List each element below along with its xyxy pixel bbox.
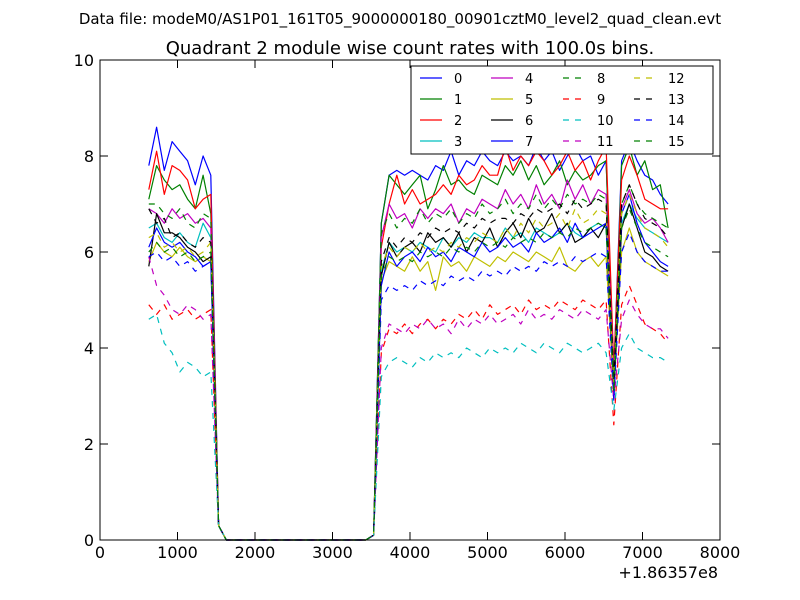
y-tick-label: 2 bbox=[84, 435, 94, 454]
plot-frame bbox=[99, 59, 721, 541]
series-line-11 bbox=[148, 256, 669, 541]
legend-label-15: 15 bbox=[668, 135, 685, 150]
legend-label-6: 6 bbox=[525, 114, 533, 129]
series-line-10 bbox=[148, 313, 669, 541]
legend-label-11: 11 bbox=[597, 135, 614, 150]
y-tick-label: 4 bbox=[84, 339, 94, 358]
legend-label-12: 12 bbox=[668, 72, 685, 87]
x-tick-label: 3000 bbox=[312, 543, 353, 562]
x-tick-label: 5000 bbox=[467, 543, 508, 562]
legend-label-7: 7 bbox=[525, 135, 533, 150]
legend-label-1: 1 bbox=[454, 93, 462, 108]
legend-label-13: 13 bbox=[668, 93, 685, 108]
x-tick-label: 8000 bbox=[700, 543, 741, 562]
chart-suptitle: Data file: modeM0/AS1P01_161T05_90000001… bbox=[79, 10, 721, 29]
y-tick-label: 6 bbox=[84, 243, 94, 262]
series-line-9 bbox=[148, 285, 669, 541]
legend-label-4: 4 bbox=[525, 72, 533, 87]
chart-title: Quadrant 2 module wise count rates with … bbox=[166, 38, 655, 59]
y-tick-label: 8 bbox=[84, 147, 94, 166]
x-offset-label: +1.86357e8 bbox=[618, 563, 718, 582]
x-tick-label: 4000 bbox=[390, 543, 431, 562]
legend-label-3: 3 bbox=[454, 135, 462, 150]
legend-label-2: 2 bbox=[454, 114, 462, 129]
x-tick-label: 0 bbox=[95, 543, 105, 562]
x-tick-label: 6000 bbox=[545, 543, 586, 562]
legend-frame bbox=[410, 65, 714, 155]
legend-label-8: 8 bbox=[597, 72, 605, 87]
y-tick-label: 0 bbox=[84, 531, 94, 550]
legend-label-14: 14 bbox=[668, 114, 685, 129]
series-line-13 bbox=[148, 184, 669, 541]
x-tick-label: 1000 bbox=[157, 543, 198, 562]
y-tick-label: 10 bbox=[74, 51, 94, 70]
legend-label-0: 0 bbox=[454, 72, 462, 87]
legend-label-5: 5 bbox=[525, 93, 533, 108]
x-tick-label: 7000 bbox=[622, 543, 663, 562]
legend-label-9: 9 bbox=[597, 93, 605, 108]
legend-label-10: 10 bbox=[597, 114, 614, 129]
x-tick-label: 2000 bbox=[235, 543, 276, 562]
